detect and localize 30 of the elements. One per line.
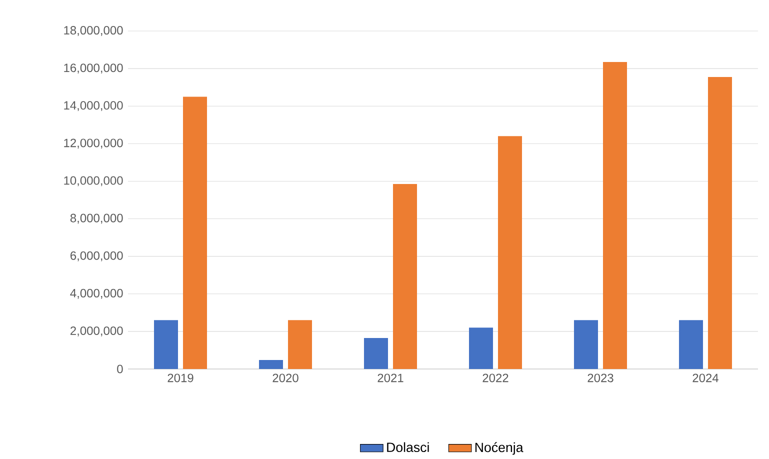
- x-tick-label: 2020: [272, 374, 298, 382]
- y-tick-label: 18,000,000: [64, 26, 123, 36]
- y-tick-label: 8,000,000: [70, 214, 123, 224]
- bar: [364, 338, 388, 369]
- y-tick-label: 2,000,000: [70, 326, 123, 336]
- bar: [288, 320, 312, 369]
- x-tick-label: 2022: [482, 374, 508, 382]
- bar: [602, 62, 627, 369]
- bar: [392, 184, 417, 369]
- legend-label: Noćenja: [475, 442, 524, 455]
- bar: [574, 320, 598, 369]
- y-tick-label: 10,000,000: [64, 176, 123, 186]
- bar: [259, 360, 283, 369]
- y-tick-label: 16,000,000: [64, 64, 123, 74]
- y-tick-label: 0: [117, 364, 123, 374]
- x-tick-label: 2019: [168, 374, 194, 382]
- x-tick-label: 2023: [588, 374, 614, 382]
- legend-label: Dolasci: [387, 442, 429, 452]
- y-tick-label: 14,000,000: [64, 101, 123, 112]
- y-tick-label: 4,000,000: [70, 288, 123, 299]
- x-tick-label: 2021: [378, 374, 404, 382]
- bar: [154, 320, 178, 369]
- bar: [468, 328, 493, 369]
- y-tick-label: 12,000,000: [64, 138, 123, 149]
- bar: [708, 76, 732, 369]
- y-tick-label: 6,000,000: [70, 251, 123, 262]
- bar: [498, 136, 522, 369]
- bar: [183, 96, 208, 369]
- bar: [678, 320, 703, 369]
- x-tick-label: 2024: [692, 374, 718, 382]
